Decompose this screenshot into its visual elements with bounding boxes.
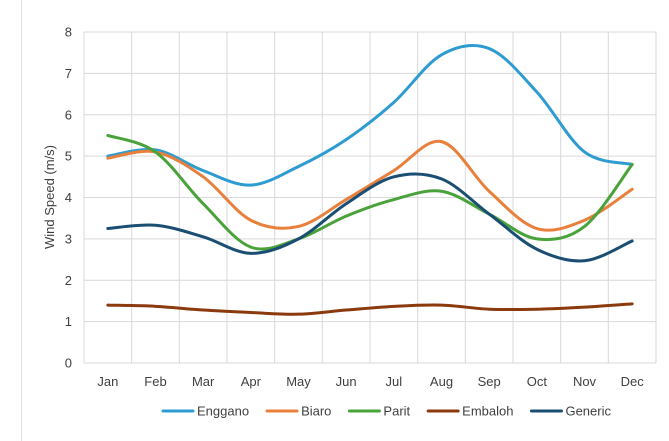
x-tick-label: Aug	[430, 374, 453, 389]
y-tick-label: 6	[65, 107, 72, 122]
legend-label: Biaro	[301, 404, 331, 419]
grid-layer	[83, 31, 657, 364]
y-tick-label: 2	[65, 273, 72, 288]
x-tick-label: Jun	[336, 374, 357, 389]
y-tick-label: 1	[65, 314, 72, 329]
x-tick-label: Mar	[192, 374, 215, 389]
x-tick-labels: Jan Feb Mar Apr May Jun Jul Aug Sep Oct Nov Dec	[97, 374, 644, 389]
x-tick-label: Sep	[478, 374, 501, 389]
series-layer	[106, 43, 634, 316]
series-line-embaloh	[106, 302, 634, 316]
legend: Enggano Biaro Parit Embaloh Generic	[161, 404, 611, 419]
y-tick-label: 8	[65, 25, 72, 40]
legend-label: Enggano	[197, 404, 249, 419]
series-line-enggano	[106, 43, 634, 187]
y-tick-label: 5	[65, 149, 72, 164]
x-tick-label: Dec	[621, 374, 645, 389]
legend-label: Embaloh	[462, 404, 513, 419]
frame-border	[21, 0, 22, 441]
series-line-biaro	[106, 140, 634, 232]
x-tick-label: Jul	[386, 374, 403, 389]
y-tick-labels: 0 1 2 3 4 5 6 7 8	[65, 25, 72, 371]
y-tick-label: 7	[65, 66, 72, 81]
series-line-parit	[106, 133, 634, 251]
x-tick-label: Jan	[97, 374, 118, 389]
y-tick-label: 4	[65, 190, 72, 205]
series-line-generic	[106, 172, 634, 263]
legend-label: Parit	[383, 404, 410, 419]
x-tick-label: Oct	[527, 374, 548, 389]
x-tick-label: Nov	[573, 374, 597, 389]
x-tick-label: Apr	[241, 374, 262, 389]
x-tick-label: Feb	[144, 374, 166, 389]
x-tick-label: May	[286, 374, 311, 389]
y-tick-label: 3	[65, 231, 72, 246]
y-axis-title: Wind Speed (m/s)	[42, 145, 57, 249]
y-tick-label: 0	[65, 356, 72, 371]
legend-label: Generic	[565, 404, 611, 419]
